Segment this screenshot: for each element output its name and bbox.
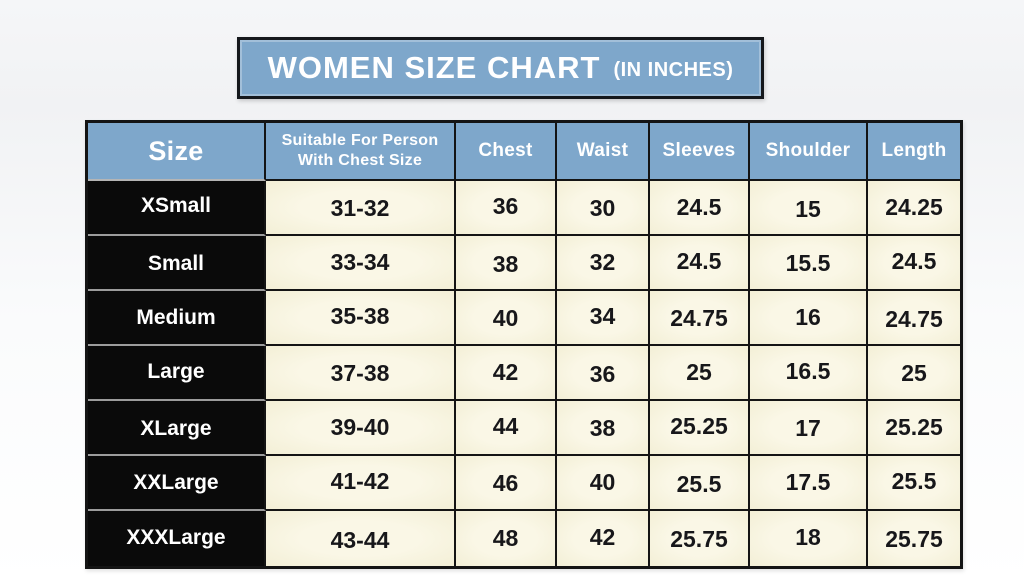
suitable-chest-range-cell: 41-42 <box>266 456 456 511</box>
suitable-chest-range-cell: 31-32 <box>266 181 456 236</box>
column-header-chest: Chest <box>456 123 557 181</box>
page-title: WOMEN SIZE CHART <box>267 50 601 85</box>
column-header-length: Length <box>868 123 960 181</box>
length-value-cell: 25.25 <box>868 401 960 456</box>
suitable-header-line1: Suitable For Person <box>281 132 439 149</box>
chest-value-cell: 36 <box>456 181 557 236</box>
suitable-header-line2: With Chest Size <box>297 152 423 169</box>
length-value-cell: 25.5 <box>868 456 960 511</box>
sleeves-value-cell: 24.5 <box>650 236 750 291</box>
size-label-cell: XLarge <box>88 401 266 456</box>
sleeves-value-cell: 25 <box>650 346 750 401</box>
column-header-sleeves: Sleeves <box>650 123 750 181</box>
title-banner: WOMEN SIZE CHART (IN INCHES) <box>237 37 764 99</box>
shoulder-value-cell: 15.5 <box>750 236 868 291</box>
waist-value-cell: 42 <box>557 511 650 566</box>
sleeves-value-cell: 24.75 <box>650 291 750 346</box>
waist-value-cell: 38 <box>557 401 650 456</box>
shoulder-value-cell: 17 <box>750 401 868 456</box>
length-value-cell: 25 <box>868 346 960 401</box>
chest-value-cell: 46 <box>456 456 557 511</box>
chest-value-cell: 40 <box>456 291 557 346</box>
waist-value-cell: 30 <box>557 181 650 236</box>
chest-value-cell: 44 <box>456 401 557 456</box>
sleeves-value-cell: 25.75 <box>650 511 750 566</box>
length-value-cell: 24.5 <box>868 236 960 291</box>
column-header-suitable-chest-size: Suitable For Person With Chest Size <box>266 123 456 181</box>
shoulder-value-cell: 17.5 <box>750 456 868 511</box>
length-value-cell: 24.25 <box>868 181 960 236</box>
size-label-cell: XXLarge <box>88 456 266 511</box>
suitable-chest-range-cell: 33-34 <box>266 236 456 291</box>
suitable-chest-range-cell: 43-44 <box>266 511 456 566</box>
size-chart-table: Size Suitable For Person With Chest Size… <box>85 120 963 569</box>
size-label-cell: Small <box>88 236 266 291</box>
suitable-chest-range-cell: 35-38 <box>266 291 456 346</box>
chest-value-cell: 38 <box>456 236 557 291</box>
waist-value-cell: 36 <box>557 346 650 401</box>
size-label-cell: XSmall <box>88 181 266 236</box>
shoulder-value-cell: 18 <box>750 511 868 566</box>
suitable-chest-range-cell: 39-40 <box>266 401 456 456</box>
size-label-cell: Large <box>88 346 266 401</box>
waist-value-cell: 34 <box>557 291 650 346</box>
waist-value-cell: 40 <box>557 456 650 511</box>
suitable-chest-range-cell: 37-38 <box>266 346 456 401</box>
page-title-units: (IN INCHES) <box>613 58 734 81</box>
size-label-cell: Medium <box>88 291 266 346</box>
shoulder-value-cell: 16.5 <box>750 346 868 401</box>
chest-value-cell: 48 <box>456 511 557 566</box>
column-header-shoulder: Shoulder <box>750 123 868 181</box>
shoulder-value-cell: 15 <box>750 181 868 236</box>
sleeves-value-cell: 24.5 <box>650 181 750 236</box>
sleeves-value-cell: 25.25 <box>650 401 750 456</box>
column-header-size: Size <box>88 123 266 181</box>
column-header-waist: Waist <box>557 123 650 181</box>
chest-value-cell: 42 <box>456 346 557 401</box>
sleeves-value-cell: 25.5 <box>650 456 750 511</box>
size-label-cell: XXXLarge <box>88 511 266 566</box>
waist-value-cell: 32 <box>557 236 650 291</box>
shoulder-value-cell: 16 <box>750 291 868 346</box>
length-value-cell: 25.75 <box>868 511 960 566</box>
length-value-cell: 24.75 <box>868 291 960 346</box>
